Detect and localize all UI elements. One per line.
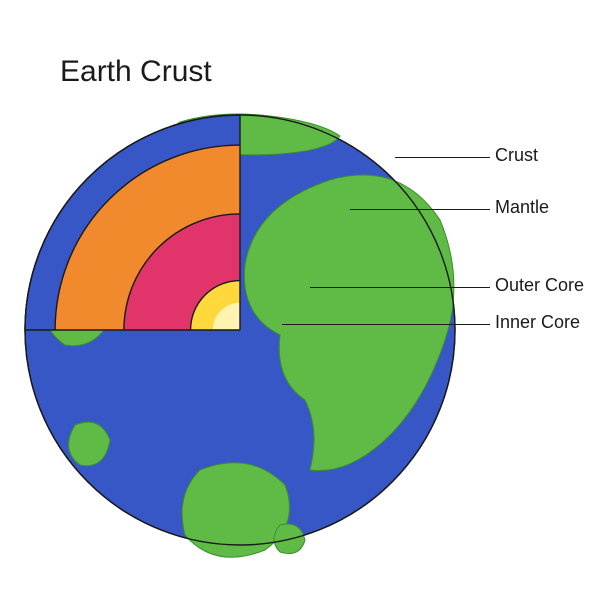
- leader-line: [350, 209, 490, 210]
- leader-line: [310, 287, 490, 288]
- layer-label: Mantle: [495, 197, 549, 218]
- earth-cutaway-diagram: [0, 0, 600, 600]
- layer-label: Crust: [495, 145, 538, 166]
- layer-label: Outer Core: [495, 275, 584, 296]
- leader-line: [282, 324, 490, 325]
- layer-label: Inner Core: [495, 312, 580, 333]
- leader-line: [395, 157, 490, 158]
